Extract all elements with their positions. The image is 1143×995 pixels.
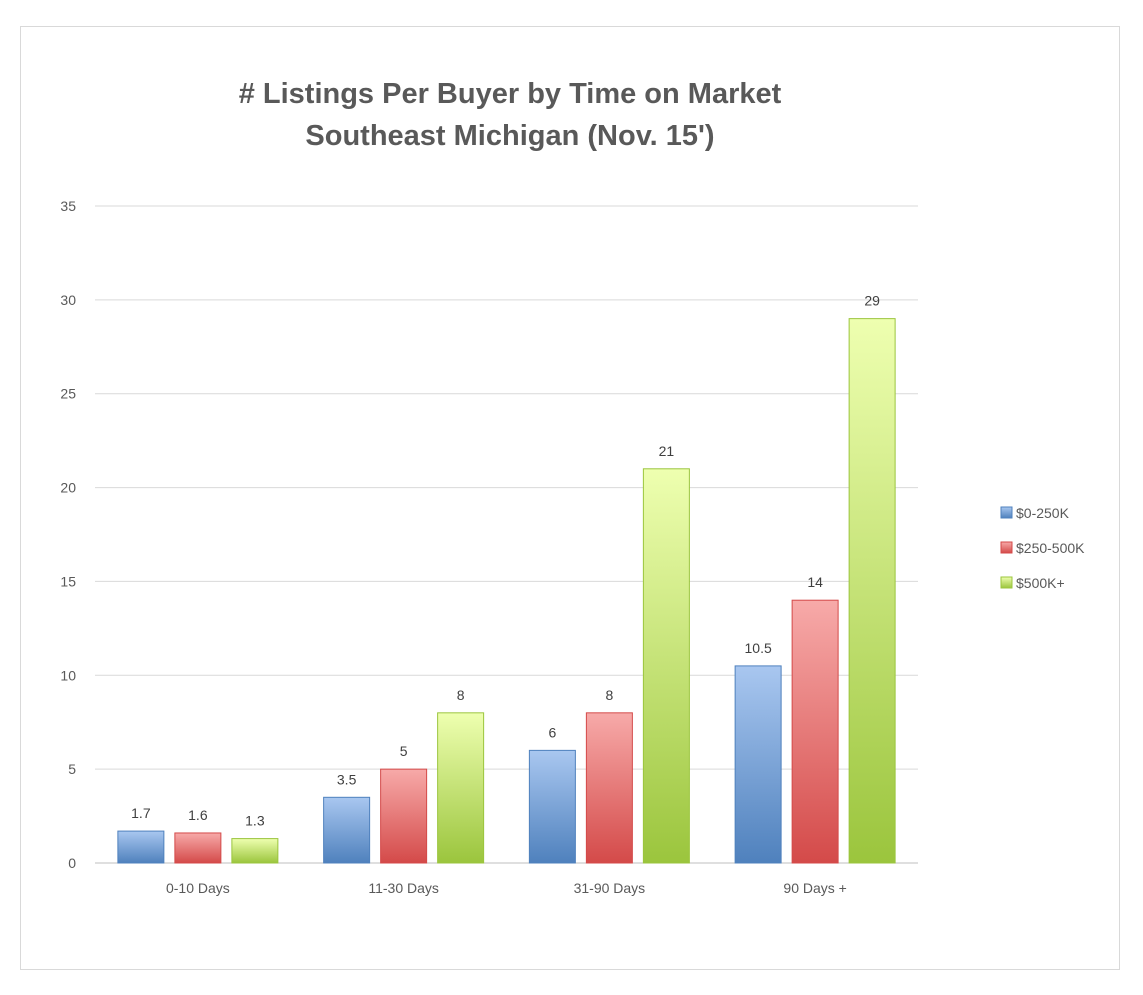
- data-label: 5: [400, 743, 408, 759]
- bar: [174, 832, 222, 864]
- bar: [848, 318, 896, 864]
- data-label: 3.5: [337, 771, 357, 787]
- y-tick-label: 35: [60, 198, 76, 214]
- bar: [117, 830, 165, 864]
- bar: [323, 796, 371, 864]
- bar: [734, 665, 782, 864]
- data-label: 8: [457, 687, 465, 703]
- bar: [437, 712, 485, 864]
- data-label: 14: [807, 574, 823, 590]
- data-label: 10.5: [745, 640, 772, 656]
- legend-swatch: [1000, 506, 1013, 519]
- y-tick-label: 25: [60, 386, 76, 402]
- data-label: 1.7: [131, 805, 151, 821]
- bar: [380, 768, 428, 864]
- y-axis-ticks: 0 5 10 15 20 25 30 35: [60, 198, 76, 871]
- chart-title: # Listings Per Buyer by Time on Market: [239, 78, 782, 110]
- bars: [117, 318, 896, 864]
- x-tick-label: 90 Days +: [783, 880, 846, 896]
- x-tick-label: 31-90 Days: [574, 880, 646, 896]
- chart-subtitle: Southeast Michigan (Nov. 15'): [305, 120, 714, 152]
- legend-swatch: [1000, 541, 1013, 554]
- legend-label: $0-250K: [1016, 505, 1070, 521]
- data-label: 1.6: [188, 807, 208, 823]
- y-tick-label: 0: [68, 855, 76, 871]
- data-label: 1.3: [245, 813, 265, 829]
- y-tick-label: 5: [68, 761, 76, 777]
- legend-label: $500K+: [1016, 575, 1065, 591]
- data-label: 29: [864, 293, 880, 309]
- y-tick-label: 20: [60, 480, 76, 496]
- bar: [585, 712, 633, 864]
- legend: $0-250K $250-500K $500K+: [1000, 505, 1085, 591]
- x-axis-ticks: 0-10 Days 11-30 Days 31-90 Days 90 Days +: [166, 880, 847, 896]
- legend-label: $250-500K: [1016, 540, 1085, 556]
- bar: [642, 468, 690, 864]
- bar: [791, 599, 839, 864]
- data-label: 21: [659, 443, 675, 459]
- bar: [528, 749, 576, 864]
- data-label: 8: [605, 687, 613, 703]
- y-tick-label: 15: [60, 573, 76, 589]
- y-tick-label: 10: [60, 667, 76, 683]
- bar: [231, 838, 279, 864]
- x-tick-label: 0-10 Days: [166, 880, 230, 896]
- data-labels: 1.7 1.6 1.3 3.5 5 8 6 8 21 10.5 14 29: [131, 293, 880, 829]
- x-tick-label: 11-30 Days: [368, 880, 439, 896]
- legend-swatch: [1000, 576, 1013, 589]
- data-label: 6: [548, 724, 556, 740]
- y-tick-label: 30: [60, 292, 76, 308]
